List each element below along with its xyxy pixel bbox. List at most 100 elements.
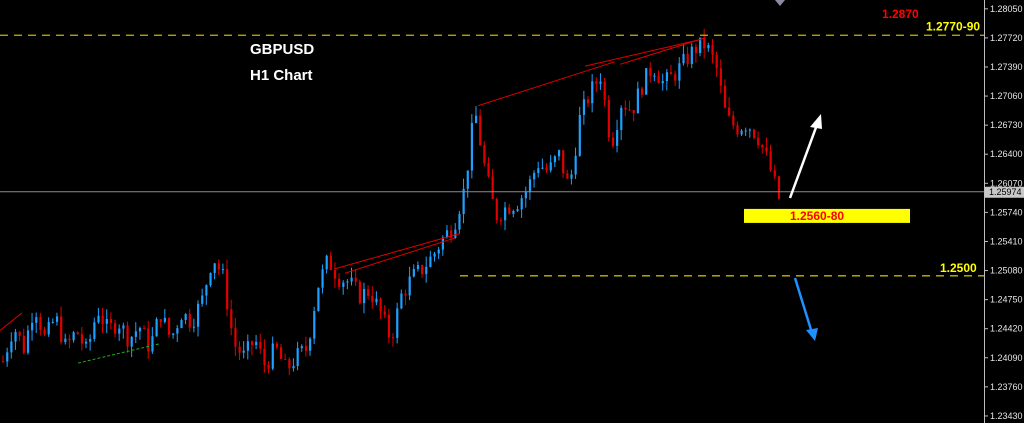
candle <box>740 129 743 136</box>
candle <box>55 312 59 326</box>
candle <box>616 119 619 153</box>
candle <box>317 287 320 312</box>
candle <box>354 269 357 287</box>
candle <box>425 256 428 283</box>
candle <box>483 141 486 167</box>
candle <box>309 336 312 356</box>
trend-line <box>77 343 161 364</box>
candle <box>516 205 519 213</box>
candle <box>674 70 677 87</box>
candle <box>545 163 548 173</box>
candle <box>694 43 698 63</box>
candle <box>172 332 175 339</box>
candle <box>22 328 25 355</box>
price-tick-label: 1.24090 <box>990 353 1023 363</box>
candle <box>470 114 474 179</box>
candle <box>138 326 142 340</box>
candle <box>582 90 586 125</box>
candle <box>396 302 399 344</box>
candle <box>147 320 150 359</box>
candle <box>300 344 303 352</box>
candle <box>105 309 108 333</box>
candle <box>474 106 478 124</box>
candle <box>504 201 507 231</box>
candle <box>238 341 241 361</box>
candle <box>661 73 664 91</box>
candle <box>250 340 254 356</box>
candle <box>562 150 565 179</box>
candle <box>607 95 610 142</box>
price-tick-label: 1.28050 <box>990 4 1023 14</box>
price-tick-label: 1.25410 <box>990 236 1023 246</box>
candle <box>765 137 768 156</box>
candle <box>205 284 208 305</box>
candle <box>549 154 552 173</box>
candle <box>570 169 573 185</box>
candle <box>458 210 461 235</box>
price-tick-label: 1.27390 <box>990 62 1023 72</box>
price-axis-ticks: 1.28050 1.27720 1.27390 1.27060 1.26730 1.264… <box>984 4 1023 421</box>
candle <box>342 280 345 295</box>
candle <box>43 326 46 337</box>
candle <box>408 266 411 301</box>
candle <box>723 79 727 109</box>
current-price-tag-text: 1.25974 <box>989 187 1022 197</box>
candle <box>387 308 391 344</box>
candle <box>719 59 722 94</box>
candle <box>163 308 167 324</box>
price-tick-label: 1.27720 <box>990 33 1023 43</box>
candle <box>508 203 511 215</box>
candle <box>566 169 569 180</box>
candle <box>47 317 50 337</box>
price-tick-label: 1.23430 <box>990 411 1023 421</box>
candle <box>773 164 776 180</box>
candle <box>557 149 561 161</box>
candle <box>263 339 266 373</box>
candle <box>620 105 623 141</box>
candle <box>271 336 274 371</box>
candle <box>321 264 324 294</box>
candle <box>288 357 291 376</box>
candle <box>31 312 34 341</box>
support-zone-box <box>744 208 910 223</box>
candle <box>524 186 527 208</box>
candle <box>591 73 594 113</box>
candle <box>143 325 146 329</box>
candle <box>707 42 710 52</box>
candle <box>267 361 270 374</box>
candle <box>495 197 498 224</box>
candle <box>292 358 295 372</box>
candle <box>645 67 648 95</box>
period-marker-icon <box>775 0 785 6</box>
trend-line <box>344 237 456 274</box>
candle <box>10 332 13 359</box>
candle <box>80 326 84 351</box>
candle <box>690 43 693 69</box>
candle <box>400 289 403 310</box>
candle <box>553 155 557 168</box>
candle <box>736 121 739 138</box>
candle <box>587 96 590 108</box>
price-tick-label: 1.25080 <box>990 266 1023 276</box>
candle <box>512 209 515 218</box>
candle <box>188 309 191 332</box>
candle <box>433 251 436 262</box>
candle <box>611 131 615 149</box>
candle <box>728 97 731 117</box>
candle <box>2 355 5 363</box>
trend-line <box>0 312 23 331</box>
candle <box>383 305 386 319</box>
candle <box>599 73 602 90</box>
candle <box>421 264 424 278</box>
candle <box>632 109 635 122</box>
candle <box>699 37 702 57</box>
candle <box>242 341 245 359</box>
candle <box>358 279 362 305</box>
candle <box>279 343 283 360</box>
candle <box>404 289 407 306</box>
candle <box>89 334 92 351</box>
candle <box>97 307 100 324</box>
candle <box>429 250 432 268</box>
trend-line <box>334 233 461 270</box>
candle <box>338 273 341 290</box>
